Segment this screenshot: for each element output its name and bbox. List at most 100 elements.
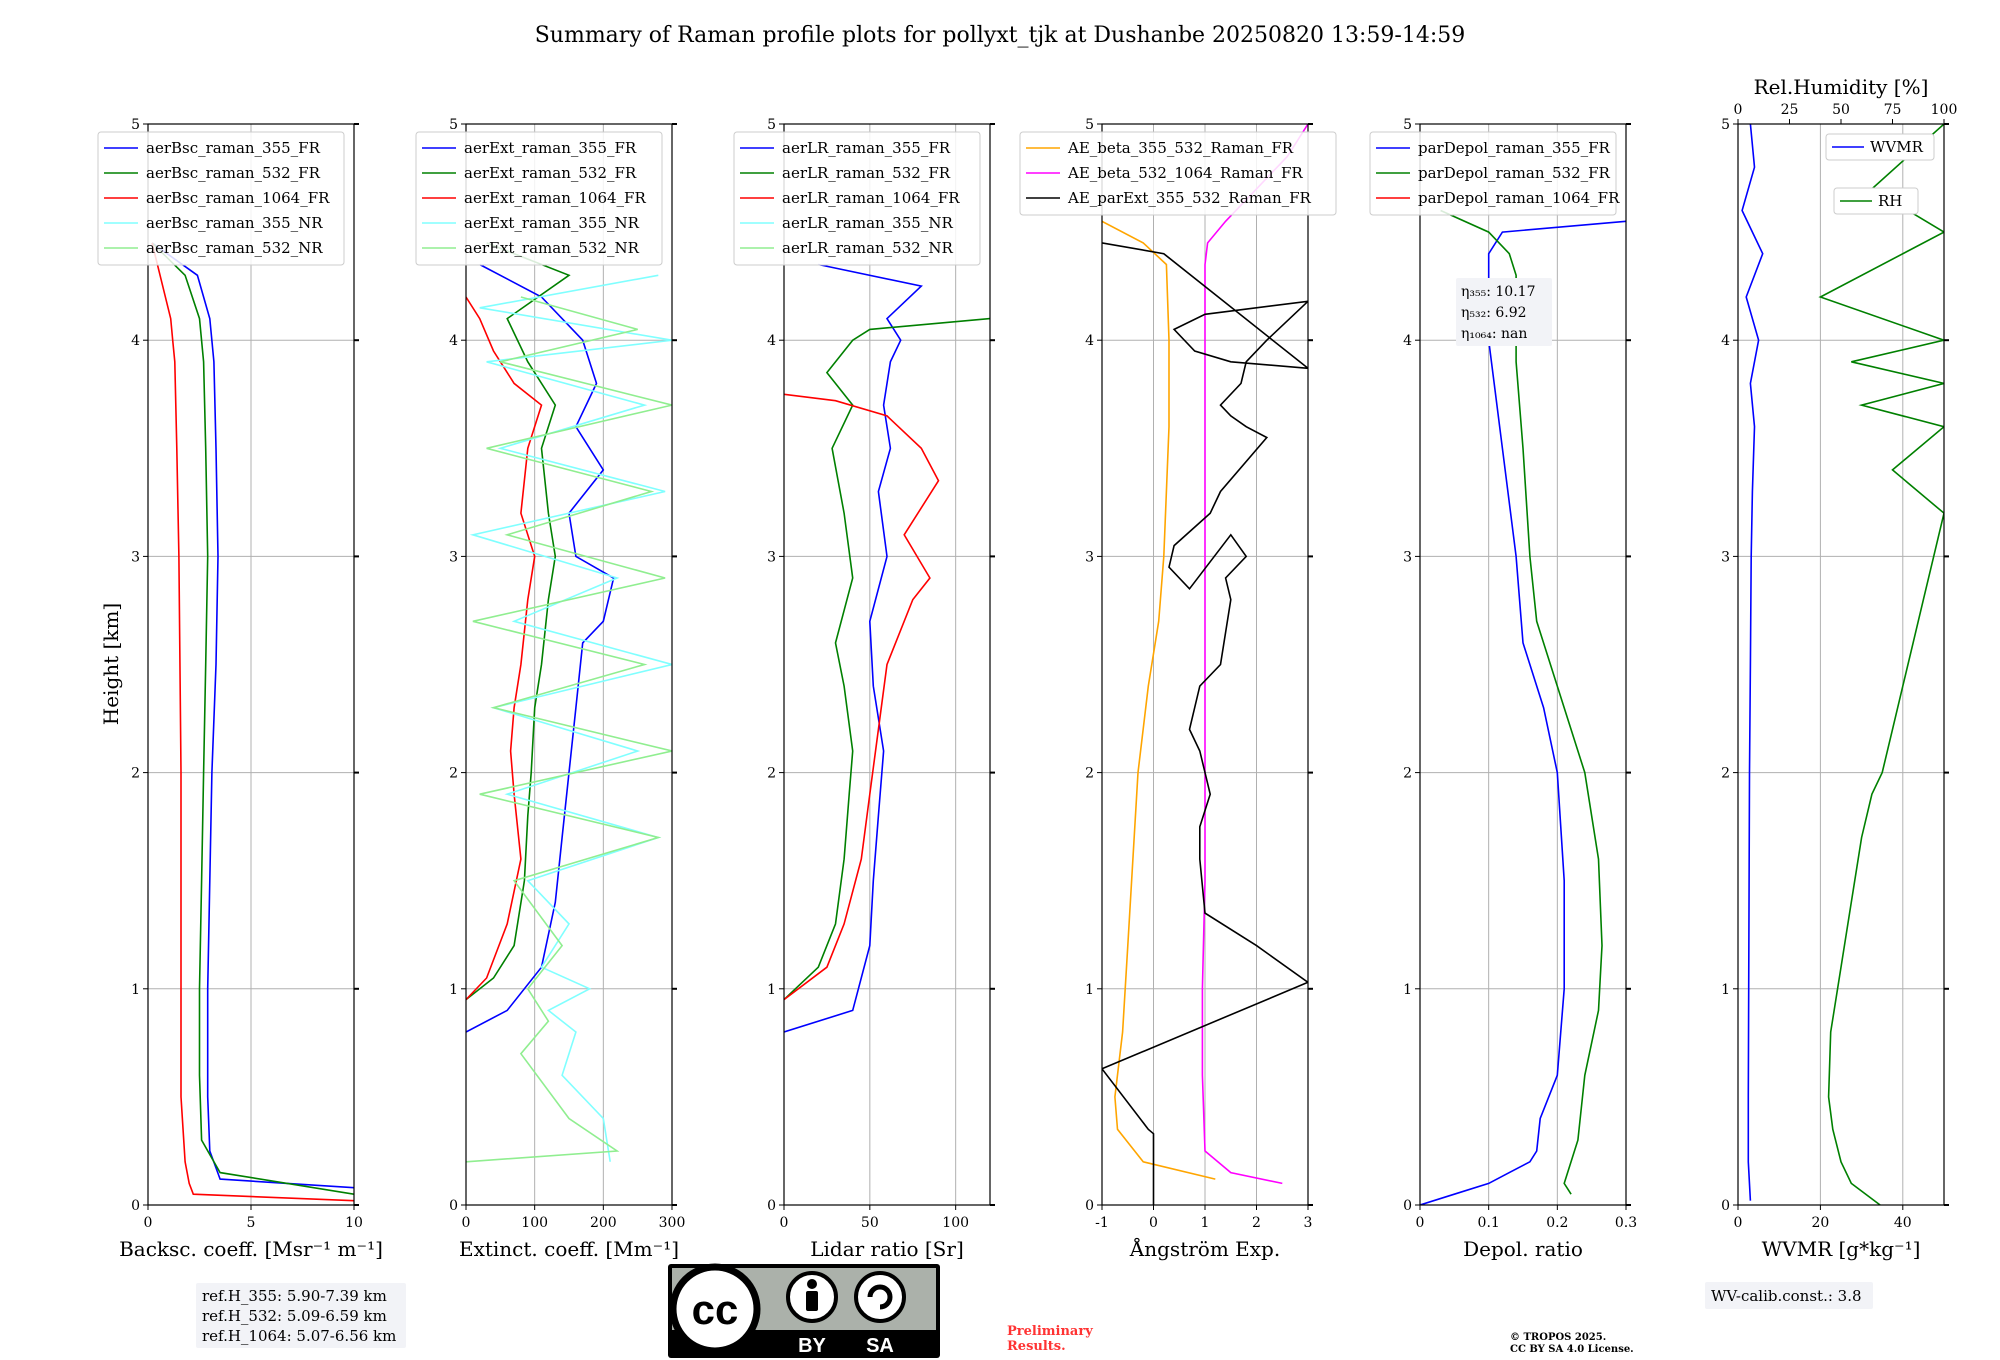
x2-tick-label: 25 (1781, 102, 1799, 118)
legend-box (97, 131, 345, 266)
series-line-3 (1102, 242, 1308, 1205)
series-line-1 (1102, 220, 1216, 1180)
legend-label: aerLR_raman_532_NR (782, 239, 953, 257)
x2-tick-label: 50 (1832, 102, 1850, 118)
cc-by-sa-logo: cc BY SA (668, 1263, 940, 1358)
y-tick-label: 5 (131, 117, 140, 133)
x-tick-label: 5 (247, 1215, 256, 1231)
cc-sa-label: SA (866, 1335, 894, 1357)
legend-label: AE_beta_355_532_Raman_FR (1067, 139, 1294, 157)
ref-height-532: ref.H_532: 5.09-6.59 km (202, 1307, 387, 1325)
legend-box (415, 131, 663, 266)
axes-frame (465, 123, 673, 1206)
y-tick-label: 4 (449, 333, 458, 349)
y-axis-label: Height [km] (99, 603, 123, 725)
preliminary-text-1: Preliminary (1007, 1324, 1093, 1339)
x-tick-label: 3 (1304, 1215, 1313, 1231)
axes-frame (783, 123, 991, 1206)
legend-label: aerLR_raman_1064_FR (782, 189, 960, 207)
panel-5: 0 1 2 3 4 5 0 0.1 0.2 0.3 Depol. ratio parDepol_ram… (1369, 117, 1637, 1261)
y-tick-label: 1 (449, 982, 458, 998)
legend-box (733, 131, 981, 266)
x-tick-label: 300 (659, 1215, 686, 1231)
x2-tick-label: 0 (1734, 102, 1743, 118)
copyright-text-1: © TROPOS 2025. (1510, 1332, 1606, 1343)
reference-height-box: ref.H_355: 5.90-7.39 km ref.H_532: 5.09-… (196, 1283, 406, 1348)
y-tick-label: 4 (131, 333, 140, 349)
x-axis-label: WVMR [g*kg⁻¹] (1762, 1237, 1921, 1261)
x-tick-label: 0 (1149, 1215, 1158, 1231)
x-tick-label: 0 (1416, 1215, 1425, 1231)
legend-label: parDepol_raman_355_FR (1418, 139, 1611, 157)
legend-label: AE_parExt_355_532_Raman_FR (1067, 189, 1312, 207)
ref-height-355: ref.H_355: 5.90-7.39 km (202, 1287, 387, 1305)
legend-label: aerLR_raman_355_NR (782, 214, 953, 232)
series-line-1 (1741, 124, 1764, 1201)
legend-label: aerExt_raman_355_FR (464, 139, 637, 157)
legend-label: aerExt_raman_1064_FR (464, 189, 646, 207)
y-tick-label: 2 (449, 766, 458, 782)
y-tick-label: 3 (1403, 549, 1412, 565)
legend-label: aerBsc_raman_355_NR (146, 214, 323, 232)
x2-tick-label: 75 (1884, 102, 1902, 118)
y-tick-label: 5 (1085, 117, 1094, 133)
series-line-2 (1440, 209, 1603, 1195)
series-line-3 (151, 242, 354, 1202)
y-tick-label: 0 (1403, 1198, 1412, 1214)
x-tick-label: 100 (521, 1215, 548, 1231)
wv-calib-box: WV-calib.const.: 3.8 (1705, 1282, 1873, 1309)
legend-label: parDepol_raman_1064_FR (1418, 189, 1620, 207)
series-line-3 (466, 296, 543, 1001)
x-axis-label: Backsc. coeff. [Msr⁻¹ m⁻¹] (119, 1237, 383, 1261)
series-line-2 (784, 317, 990, 1001)
legend-label: aerLR_raman_355_FR (782, 139, 951, 157)
annotation-text: η₅₃₂: 6.92 (1461, 305, 1527, 321)
x-axis-label: Ångström Exp. (1129, 1236, 1280, 1261)
x-tick-label: 10 (345, 1215, 363, 1231)
legend-label: aerBsc_raman_1064_FR (146, 189, 330, 207)
legend-label: parDepol_raman_532_FR (1418, 164, 1611, 182)
y-tick-label: 2 (1721, 766, 1730, 782)
x-tick-label: 0.3 (1615, 1215, 1637, 1231)
wv-calib-text: WV-calib.const.: 3.8 (1711, 1287, 1862, 1305)
x-tick-label: 0 (462, 1215, 471, 1231)
annotation-box (1456, 278, 1552, 346)
y-tick-label: 0 (449, 1198, 458, 1214)
attribution-body (806, 1291, 818, 1311)
copyright-text-2: CC BY SA 4.0 License. (1510, 1344, 1634, 1355)
y-tick-label: 2 (1403, 766, 1412, 782)
series-line-1 (784, 263, 923, 1033)
y-tick-label: 4 (1403, 333, 1412, 349)
y-tick-label: 5 (1721, 117, 1730, 133)
x-tick-label: -1 (1095, 1215, 1109, 1231)
legend-label: WVMR (1870, 138, 1924, 156)
legend-box (1369, 131, 1617, 216)
panel-2: 0 1 2 3 4 5 0 100 200 300 Extinct. coeff. [Mm⁻¹] ae… (415, 117, 686, 1261)
y-tick-label: 1 (1403, 982, 1412, 998)
cc-mark-text: cc (692, 1286, 739, 1333)
x-tick-label: 0 (780, 1215, 789, 1231)
y-tick-label: 1 (131, 982, 140, 998)
x-tick-label: 2 (1252, 1215, 1261, 1231)
x-tick-label: 20 (1811, 1215, 1829, 1231)
x-tick-label: 0 (1734, 1215, 1743, 1231)
share-alike-icon (854, 1271, 906, 1323)
ref-height-1064: ref.H_1064: 5.07-6.56 km (202, 1327, 396, 1345)
x-tick-label: 200 (590, 1215, 617, 1231)
y-tick-label: 3 (1721, 549, 1730, 565)
y-tick-label: 4 (1085, 333, 1094, 349)
series-line-2 (151, 242, 354, 1195)
y-tick-label: 3 (131, 549, 140, 565)
x2-tick-label: 100 (1931, 102, 1958, 118)
share-alike-arrow (867, 1284, 893, 1310)
y-tick-label: 3 (1085, 549, 1094, 565)
axes-frame (1419, 123, 1627, 1206)
y-tick-label: 1 (1721, 982, 1730, 998)
y-tick-label: 5 (1403, 117, 1412, 133)
panel-1: 0 1 2 3 4 5 0 5 10 Backsc. coeff. [Msr⁻¹ m⁻¹] aerB… (97, 117, 383, 1261)
legend-box (1825, 133, 1935, 161)
